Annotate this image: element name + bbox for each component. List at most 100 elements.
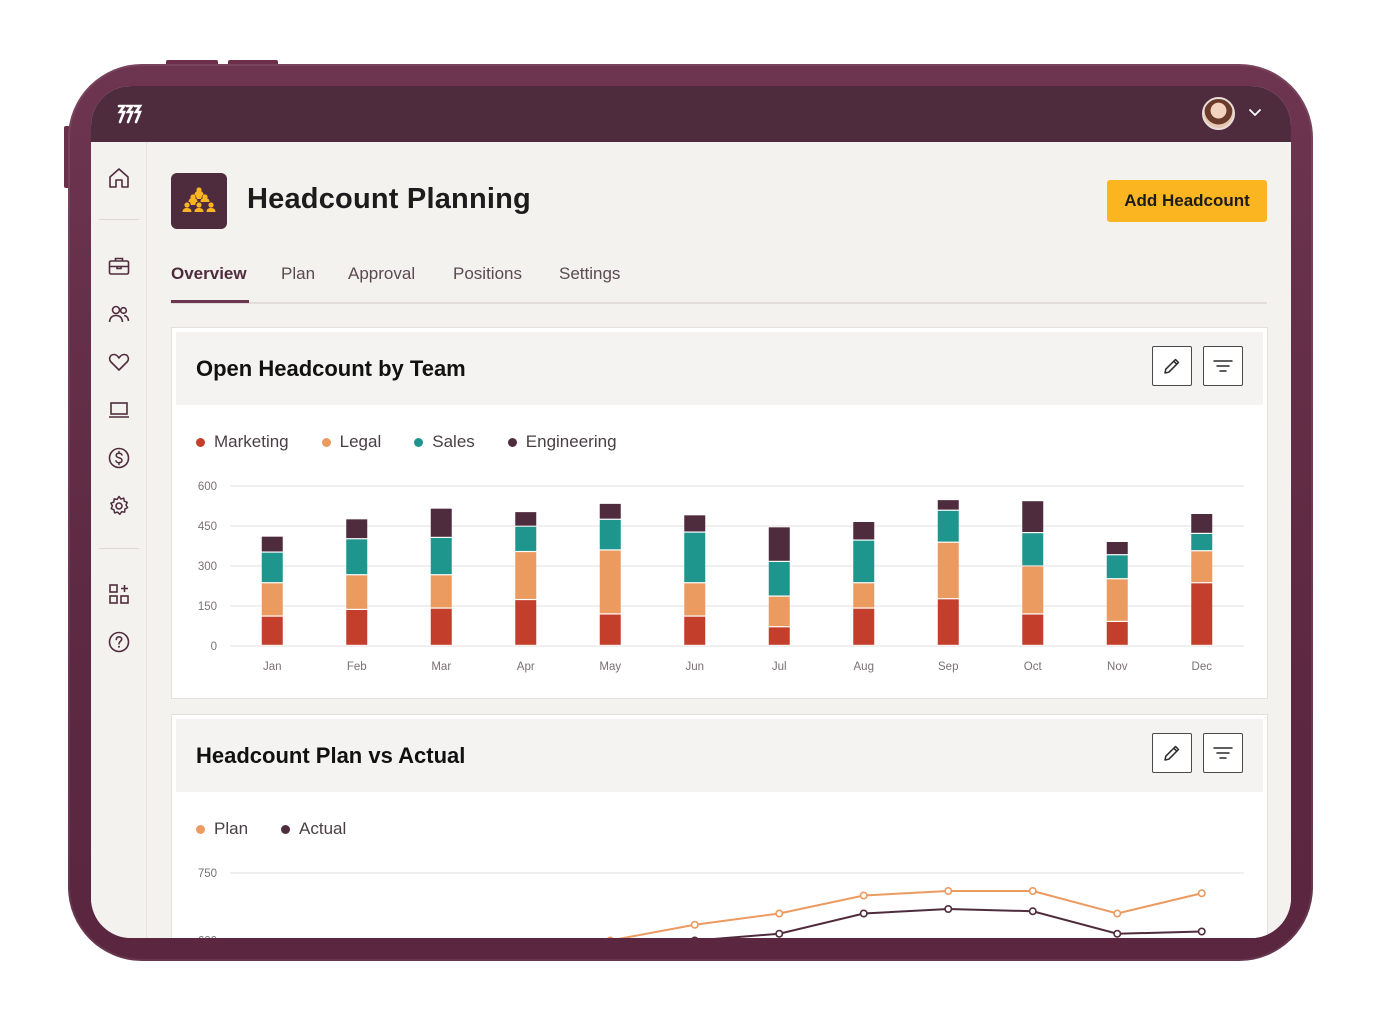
bar-engineering-jun bbox=[684, 515, 706, 532]
bar-sales-nov bbox=[1106, 555, 1128, 579]
bar-engineering-jul bbox=[768, 527, 790, 561]
bar-marketing-aug bbox=[853, 608, 875, 645]
y-tick-label: 0 bbox=[211, 641, 217, 653]
heart-icon[interactable] bbox=[105, 348, 133, 376]
bar-engineering-feb bbox=[346, 519, 368, 539]
bar-sales-aug bbox=[853, 540, 875, 583]
bar-legal-jan bbox=[261, 583, 283, 616]
bar-marketing-feb bbox=[346, 610, 368, 645]
bar-legal-mar bbox=[430, 575, 452, 608]
point-actual-jul bbox=[775, 929, 784, 938]
sidebar bbox=[91, 142, 147, 938]
add-headcount-button[interactable]: Add Headcount bbox=[1107, 180, 1267, 222]
x-tick-label: Apr bbox=[517, 661, 535, 673]
stacked-bar-chart: 0 150 300 450 600 Jan Feb Mar Apr May Jun Jul Aug Sep… bbox=[198, 481, 1244, 673]
bar-engineering-mar bbox=[430, 508, 452, 537]
device-button-top-1 bbox=[166, 60, 218, 66]
tab-plan[interactable]: Plan bbox=[281, 264, 316, 283]
tab-settings[interactable]: Settings bbox=[559, 264, 621, 283]
gear-icon[interactable] bbox=[105, 492, 133, 520]
open-headcount-card: Open Headcount by Team Marketing Legal S… bbox=[171, 327, 1268, 699]
page-title: Headcount Planning bbox=[247, 183, 531, 215]
pencil-icon bbox=[1164, 358, 1180, 374]
line-plan bbox=[618, 890, 1202, 938]
tab-bar: Overview Plan Approval Positions Setting… bbox=[171, 260, 1267, 304]
filter-icon bbox=[1213, 747, 1233, 759]
point-plan-nov bbox=[1113, 909, 1122, 918]
main-content: Headcount Planning Add Headcount Overvie… bbox=[147, 142, 1291, 938]
bar-marketing-apr bbox=[515, 600, 537, 645]
y-tick-label: 300 bbox=[198, 561, 217, 573]
bar-marketing-may bbox=[599, 614, 621, 645]
bar-sales-oct bbox=[1022, 533, 1044, 566]
point-actual-dec bbox=[1197, 927, 1206, 936]
point-plan-may bbox=[607, 936, 614, 938]
briefcase-icon[interactable] bbox=[105, 252, 133, 280]
bar-legal-dec bbox=[1191, 551, 1213, 583]
bar-marketing-dec bbox=[1191, 583, 1213, 645]
apps-add-icon[interactable] bbox=[105, 580, 133, 608]
bar-sales-jun bbox=[684, 532, 706, 583]
x-tick-label: Mar bbox=[431, 661, 451, 673]
laptop-icon[interactable] bbox=[105, 396, 133, 424]
x-tick-label: Aug bbox=[854, 661, 874, 673]
edit-button[interactable] bbox=[1152, 346, 1192, 386]
bar-engineering-oct bbox=[1022, 501, 1044, 532]
tab-overview[interactable]: Overview bbox=[171, 264, 247, 283]
dollar-icon[interactable] bbox=[105, 444, 133, 472]
y-tick-label: 600 bbox=[198, 481, 217, 493]
chevron-down-icon[interactable] bbox=[1247, 104, 1263, 120]
x-tick-label: May bbox=[599, 661, 621, 673]
card-title: Headcount Plan vs Actual bbox=[196, 743, 466, 768]
x-tick-label: Jul bbox=[772, 661, 787, 673]
bar-legal-jul bbox=[768, 596, 790, 627]
bar-sales-apr bbox=[515, 526, 537, 551]
bar-legal-aug bbox=[853, 583, 875, 608]
x-tick-label: Feb bbox=[347, 661, 367, 673]
bar-legal-may bbox=[599, 550, 621, 614]
bar-sales-mar bbox=[430, 538, 452, 575]
card-title: Open Headcount by Team bbox=[196, 356, 466, 381]
company-logo-icon[interactable] bbox=[115, 102, 145, 126]
bar-sales-dec bbox=[1191, 534, 1213, 551]
legend-item-marketing: Marketing bbox=[196, 432, 289, 452]
home-icon[interactable] bbox=[105, 164, 133, 192]
x-tick-label: Nov bbox=[1107, 661, 1128, 673]
bar-legal-feb bbox=[346, 575, 368, 609]
point-plan-sep bbox=[944, 886, 953, 895]
point-actual-sep bbox=[944, 904, 953, 913]
filter-button[interactable] bbox=[1203, 346, 1243, 386]
app-screen: Headcount Planning Add Headcount Overvie… bbox=[91, 86, 1291, 938]
legend-item-sales: Sales bbox=[414, 432, 475, 452]
y-tick-label: 750 bbox=[198, 868, 217, 880]
point-actual-oct bbox=[1028, 907, 1037, 916]
card-header: Open Headcount by Team bbox=[176, 332, 1263, 405]
help-icon[interactable] bbox=[105, 628, 133, 656]
point-actual-aug bbox=[859, 909, 868, 918]
bar-marketing-mar bbox=[430, 608, 452, 645]
device-button-side bbox=[64, 126, 70, 188]
line-chart: 600 750 bbox=[198, 868, 1244, 939]
point-plan-oct bbox=[1028, 886, 1037, 895]
bar-marketing-jul bbox=[768, 627, 790, 645]
device-button-top-2 bbox=[228, 60, 278, 66]
user-avatar[interactable] bbox=[1202, 97, 1235, 130]
x-tick-label: Jun bbox=[685, 661, 704, 673]
bar-engineering-apr bbox=[515, 512, 537, 526]
people-icon[interactable] bbox=[105, 300, 133, 328]
bar-marketing-oct bbox=[1022, 614, 1044, 645]
legend-item-engineering: Engineering bbox=[507, 432, 617, 452]
bar-legal-sep bbox=[937, 542, 959, 599]
tab-approval[interactable]: Approval bbox=[348, 264, 416, 283]
chart-legend: Marketing Legal Sales Engineering bbox=[196, 432, 650, 452]
tab-positions[interactable]: Positions bbox=[453, 264, 522, 283]
x-tick-label: Dec bbox=[1192, 661, 1213, 673]
y-tick-label: 600 bbox=[198, 936, 217, 939]
bar-engineering-sep bbox=[937, 500, 959, 510]
bar-sales-may bbox=[599, 519, 621, 550]
plan-vs-actual-card: Headcount Plan vs Actual Plan Actual 600… bbox=[171, 714, 1268, 938]
point-plan-dec bbox=[1197, 889, 1206, 898]
filter-button[interactable] bbox=[1203, 733, 1243, 773]
bar-engineering-may bbox=[599, 503, 621, 519]
edit-button[interactable] bbox=[1152, 733, 1192, 773]
